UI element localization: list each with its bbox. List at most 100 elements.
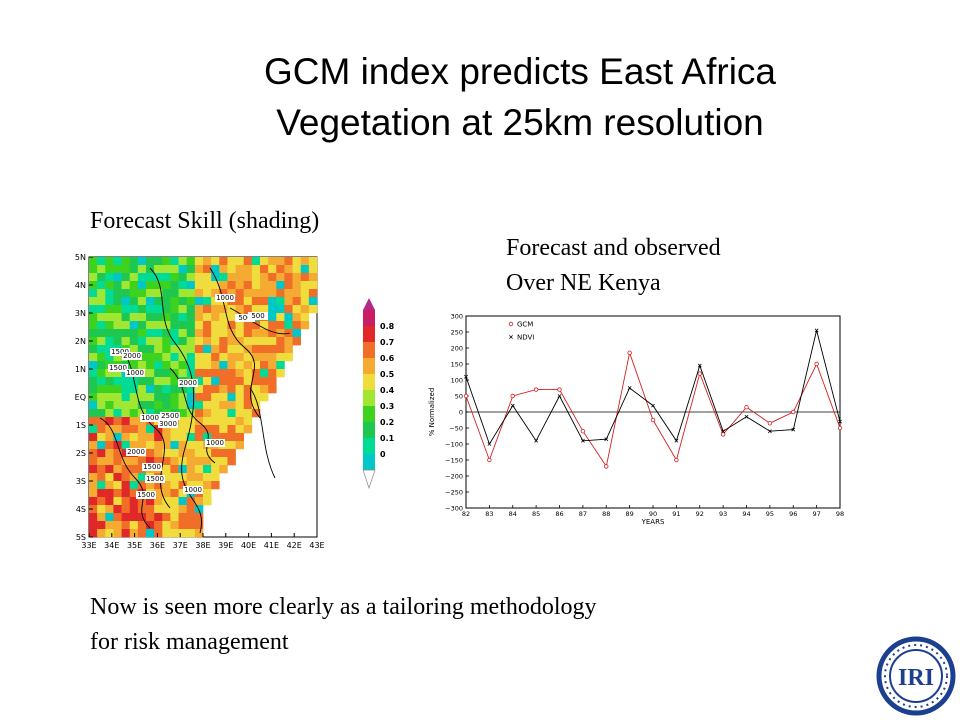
map-y-tick-label: 4S	[76, 505, 86, 514]
skill-cell	[97, 265, 106, 274]
skill-cell	[170, 513, 179, 522]
skill-cell	[243, 393, 253, 402]
skill-cell	[170, 521, 179, 530]
skill-cell	[235, 289, 245, 298]
skill-cell	[89, 321, 98, 330]
ts-y-tick-label: −150	[445, 457, 463, 465]
skill-cell	[137, 345, 147, 354]
map-y-tick-label: 1N	[75, 365, 86, 374]
skill-cell	[162, 361, 171, 370]
skill-cell	[292, 289, 302, 298]
skill-cell	[162, 481, 171, 490]
skill-cell	[276, 369, 285, 378]
skill-cell	[235, 337, 245, 346]
skill-cell	[137, 353, 147, 362]
skill-cell	[162, 353, 171, 362]
skill-cell	[268, 385, 277, 394]
skill-cell	[89, 273, 98, 282]
skill-cell	[162, 505, 171, 514]
skill-cell	[170, 289, 179, 298]
skill-cell	[251, 361, 261, 370]
skill-cell	[121, 385, 131, 394]
skill-cell	[308, 273, 318, 282]
ts-y-tick-label: −300	[445, 505, 463, 513]
skill-cell	[194, 313, 204, 322]
skill-cell	[170, 425, 179, 434]
skill-cell	[113, 265, 122, 274]
skill-cell	[97, 345, 106, 354]
ts-point-gcm	[744, 404, 749, 410]
skill-cell	[89, 409, 98, 418]
skill-cell	[219, 409, 228, 418]
skill-cell	[186, 521, 196, 530]
skill-cell	[154, 313, 163, 322]
skill-cell	[268, 345, 277, 354]
skill-cell	[97, 417, 106, 426]
colorbar-segment	[363, 390, 375, 406]
skill-cell	[178, 265, 188, 274]
ts-x-tick-label: 91	[672, 510, 680, 518]
ts-point-ndvi	[580, 438, 585, 443]
skill-cell	[211, 313, 220, 322]
skill-cell	[162, 473, 171, 482]
skill-cell	[113, 313, 122, 322]
skill-cell	[89, 425, 98, 434]
skill-cell	[129, 409, 139, 418]
skill-cell	[219, 337, 228, 346]
skill-cell	[219, 273, 228, 282]
skill-cell	[227, 393, 236, 402]
skill-cell	[260, 297, 269, 306]
skill-cell	[300, 257, 310, 266]
skill-cell	[129, 321, 139, 330]
ts-x-tick-label: 83	[485, 510, 493, 518]
skill-cell	[251, 289, 261, 298]
skill-cell	[178, 425, 188, 434]
skill-cell	[235, 305, 245, 314]
skill-cell	[105, 401, 114, 410]
colorbar-segment	[363, 422, 375, 438]
skill-cell	[211, 433, 220, 442]
skill-cell	[97, 465, 106, 474]
skill-cell	[113, 273, 122, 282]
skill-cell	[105, 473, 114, 482]
skill-cell	[113, 297, 122, 306]
skill-cell	[162, 393, 171, 402]
skill-cell	[89, 305, 98, 314]
skill-cell	[186, 337, 196, 346]
skill-cell	[284, 345, 293, 354]
skill-cell	[113, 369, 122, 378]
contour-label-bg	[183, 486, 203, 494]
skill-cell	[146, 257, 155, 266]
skill-cell	[194, 265, 204, 274]
skill-cell	[268, 273, 277, 282]
skill-cell	[113, 393, 122, 402]
ts-series-ndvi-line	[465, 330, 841, 446]
skill-cell	[162, 425, 171, 434]
skill-cell	[113, 529, 122, 538]
skill-cell	[121, 481, 131, 490]
ts-x-tick-label: 97	[812, 510, 820, 518]
skill-cell	[235, 433, 245, 442]
skill-cell	[105, 393, 114, 402]
ndvi-timeseries-chart: 300 250 200 150 100 50 0 −50 −100 −150 −200 −250 −30…	[428, 313, 844, 527]
contour-label: 500	[238, 314, 251, 322]
skill-cell	[227, 361, 236, 370]
skill-cell	[276, 337, 285, 346]
skill-cell	[194, 393, 204, 402]
skill-cell	[162, 329, 171, 338]
skill-cell	[129, 521, 139, 530]
skill-cell	[105, 369, 114, 378]
skill-cell	[227, 401, 236, 410]
skill-cell	[105, 521, 114, 530]
skill-cell	[186, 497, 196, 506]
skill-cell	[105, 281, 114, 290]
skill-cell	[113, 521, 122, 530]
skill-cell	[154, 337, 163, 346]
skill-cell	[89, 449, 98, 458]
skill-cell	[105, 273, 114, 282]
skill-cell	[129, 481, 139, 490]
skill-cell	[121, 521, 131, 530]
skill-cell	[162, 337, 171, 346]
ts-x-tick-label: 93	[719, 510, 727, 518]
skill-cell	[146, 409, 155, 418]
